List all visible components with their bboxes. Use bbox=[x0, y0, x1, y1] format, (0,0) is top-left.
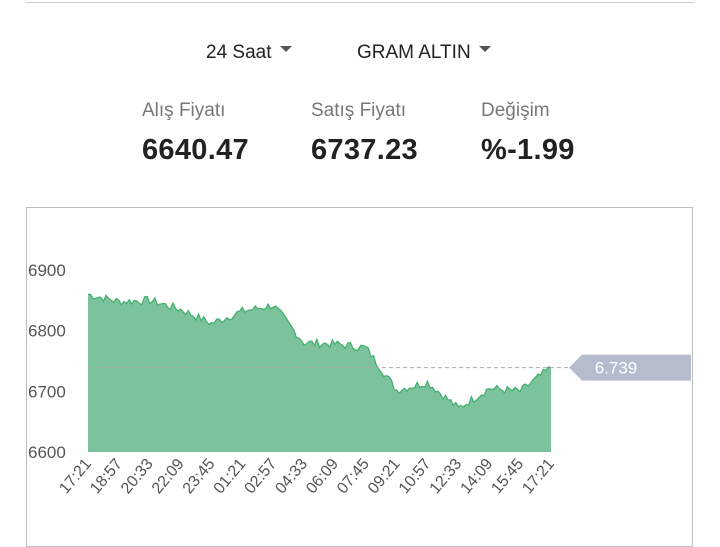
top-divider bbox=[26, 2, 694, 3]
x-tick-label: 04:33 bbox=[272, 456, 311, 498]
current-value-label: 6.739 bbox=[595, 359, 638, 378]
y-tick-label: 6700 bbox=[28, 382, 66, 401]
x-tick-label: 10:57 bbox=[396, 456, 435, 498]
x-tick-label: 18:57 bbox=[87, 456, 126, 498]
period-dropdown[interactable]: 24 Saat bbox=[206, 42, 292, 64]
buy-price-value: 6640.47 bbox=[142, 134, 249, 166]
sell-price-value: 6737.23 bbox=[311, 134, 418, 166]
x-tick-label: 06:09 bbox=[303, 456, 342, 498]
x-tick-label: 09:21 bbox=[365, 456, 404, 498]
chevron-down-icon bbox=[279, 46, 292, 52]
buy-price-stat: Alış Fiyatı 6640.47 bbox=[142, 100, 249, 167]
x-tick-label: 17:21 bbox=[519, 456, 558, 498]
x-tick-label: 20:33 bbox=[118, 456, 157, 498]
x-tick-label: 14:09 bbox=[458, 456, 497, 498]
buy-price-label: Alış Fiyatı bbox=[142, 100, 226, 121]
x-tick-label: 22:09 bbox=[149, 456, 188, 498]
asset-dropdown-label: GRAM ALTIN bbox=[357, 42, 471, 63]
change-stat: Değişim %-1.99 bbox=[481, 100, 575, 167]
change-label: Değişim bbox=[481, 100, 550, 121]
x-tick-label: 01:21 bbox=[211, 456, 250, 498]
change-value: %-1.99 bbox=[481, 134, 575, 166]
x-tick-label: 07:45 bbox=[334, 456, 373, 498]
asset-dropdown[interactable]: GRAM ALTIN bbox=[357, 42, 491, 64]
y-tick-label: 6600 bbox=[28, 443, 66, 462]
sell-price-label: Satış Fiyatı bbox=[311, 100, 407, 121]
y-tick-label: 6800 bbox=[28, 322, 66, 341]
x-tick-label: 23:45 bbox=[180, 456, 219, 498]
x-tick-label: 12:33 bbox=[427, 456, 466, 498]
sell-price-stat: Satış Fiyatı 6737.23 bbox=[311, 100, 418, 167]
chevron-down-icon bbox=[478, 46, 491, 52]
current-value-tag bbox=[569, 354, 691, 381]
price-area bbox=[88, 294, 551, 452]
price-chart: 6600 6700 6800 6900 17:21 18:5720:3322:0923:4… bbox=[28, 261, 691, 498]
period-dropdown-label: 24 Saat bbox=[206, 42, 272, 63]
price-line bbox=[87, 293, 552, 408]
x-tick-label: 15:45 bbox=[488, 456, 527, 498]
y-tick-label: 6900 bbox=[28, 261, 66, 280]
x-tick-label: 02:57 bbox=[241, 456, 280, 498]
